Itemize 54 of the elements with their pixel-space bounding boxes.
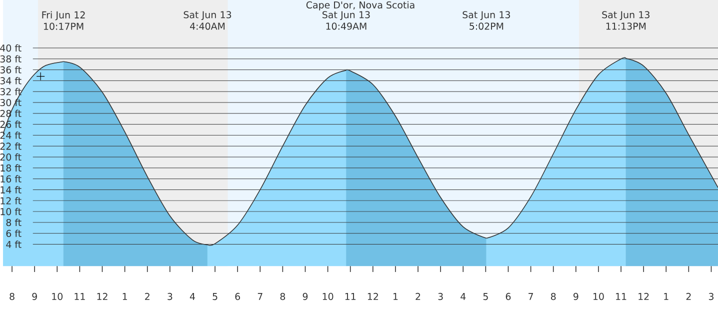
x-tick-label: 12 [368, 293, 378, 300]
x-tick-label: 8 [10, 293, 14, 300]
annotation: Sat Jun 13 11:13PM [602, 11, 650, 30]
x-tick-label: 1 [122, 293, 127, 300]
y-tick-label: 20 ft [0, 154, 22, 161]
y-tick-label: 4 ft [6, 240, 22, 248]
x-tick-label: 3 [438, 293, 443, 300]
x-tick-label: 9 [32, 293, 37, 300]
x-tick-label: 6 [506, 293, 511, 300]
y-tick-label: 6 ft [6, 230, 22, 238]
y-tick-label: 36 ft [0, 66, 22, 74]
y-tick-label: 32 ft [0, 88, 22, 96]
x-tick-label: 5 [212, 293, 218, 300]
y-tick-label: 34 ft [0, 77, 22, 85]
y-tick-label: 12 ft [0, 197, 22, 204]
x-tick-label: 2 [416, 293, 420, 300]
y-tick-label: 16 ft [0, 175, 22, 183]
x-tick-label: 11 [345, 293, 356, 300]
x-tick-label: 12 [638, 293, 649, 300]
x-tick-label: 8 [550, 293, 556, 300]
x-tick-label: 6 [235, 293, 240, 300]
x-tick-label: 2 [686, 293, 691, 300]
x-tick-label: 7 [258, 293, 262, 300]
y-tick-label: 18 ft [0, 164, 22, 172]
annotation: Sat Jun 13 5:02PM [462, 11, 510, 30]
x-tick-label: 9 [573, 293, 578, 300]
x-tick-label: 3 [168, 293, 172, 300]
y-tick-label: 14 ft [0, 186, 22, 194]
x-tick-label: 5 [483, 293, 488, 300]
y-tick-label: 8 ft [6, 218, 22, 226]
chart-title: Cape D'or, Nova Scotia [306, 1, 414, 10]
y-tick-label: 24 ft [0, 132, 22, 139]
y-tick-label: 38 ft [0, 55, 22, 63]
annotation: Sat Jun 13 4:40AM [184, 11, 232, 30]
annotation: Fri Jun 12 10:17PM [42, 11, 85, 30]
x-tick-label: 10 [322, 293, 334, 300]
x-tick-label: 9 [302, 293, 308, 300]
x-tick-label: 10 [593, 293, 604, 300]
x-tick-label: 8 [280, 293, 286, 300]
annotation: Sat Jun 13 10:49AM [322, 11, 370, 30]
x-tick-label: 1 [664, 293, 668, 300]
x-tick-label: 11 [616, 293, 626, 300]
y-tick-label: 22 ft [0, 142, 22, 150]
y-tick-label: 40 ft [0, 44, 22, 52]
x-tick-label: 7 [528, 293, 533, 300]
x-tick-label: 11 [74, 293, 85, 300]
x-tick-label: 4 [460, 293, 466, 300]
x-tick-label: 1 [394, 293, 398, 300]
x-tick-label: 4 [190, 293, 195, 300]
x-tick-label: 2 [145, 293, 150, 300]
y-tick-label: 10 ft [0, 208, 22, 216]
x-tick-label: 10 [52, 293, 63, 300]
x-tick-label: 12 [97, 293, 108, 300]
x-tick-label: 3 [708, 293, 714, 300]
